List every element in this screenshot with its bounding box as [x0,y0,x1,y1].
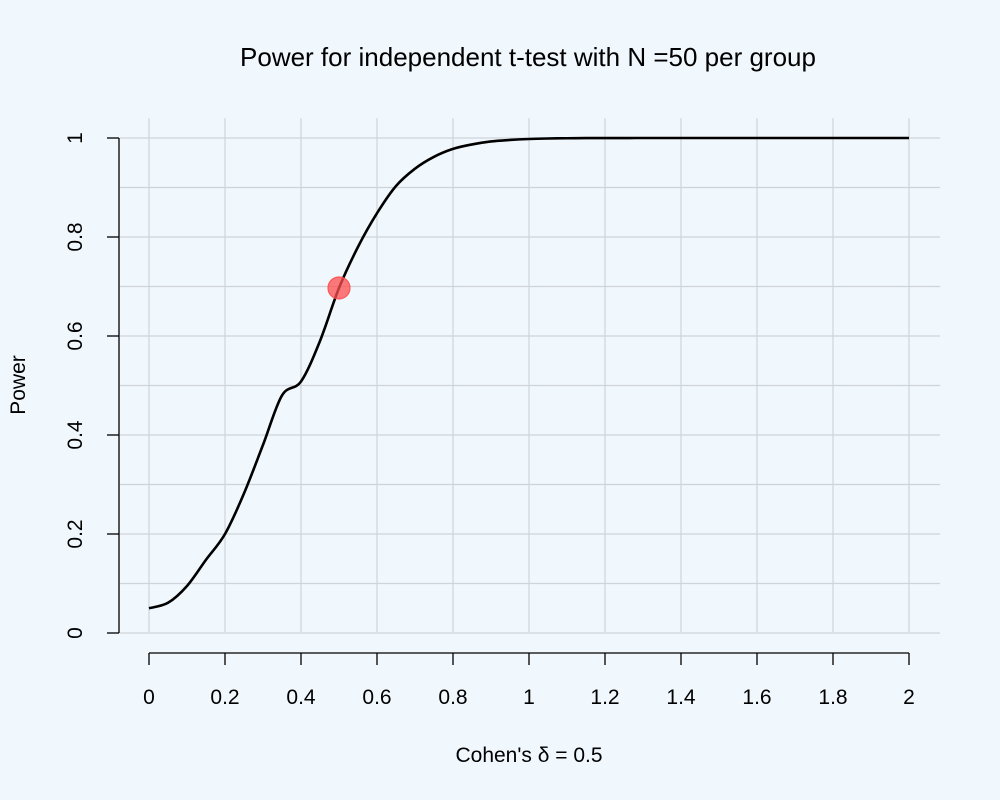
highlight-point [327,276,351,300]
x-tick-label-2: 0.4 [286,686,316,709]
y-tick-label-5: 1 [64,132,87,144]
y-tick-label-2: 0.4 [64,420,87,450]
chart-title: Power for independent t-test with N =50 … [240,42,816,72]
x-tick-label-8: 1.6 [742,686,771,709]
y-tick-label-1: 0.2 [64,519,87,548]
series [148,136,909,610]
y-tick-label-4: 0.8 [64,222,87,251]
x-tick-label-10: 2 [903,686,915,709]
x-tick-label-5: 1 [523,686,535,709]
y-axis-label: Power [7,355,30,415]
x-tick-label-1: 0.2 [210,686,239,709]
y-tick-label-3: 0.6 [64,321,87,350]
power-curve-line [148,136,909,610]
highlight-points [327,276,351,300]
y-tick-label-0: 0 [64,627,87,639]
x-tick-label-9: 1.8 [818,686,847,709]
x-tick-label-6: 1.2 [590,686,619,709]
ticks: 0 0.2 0.4 0.6 0.8 1 1.2 1.4 1.6 1.8 2 0 0.2 0.4 0.6 0.8… [64,132,915,709]
x-tick-label-7: 1.4 [666,686,696,709]
x-tick-label-4: 0.8 [438,686,467,709]
x-tick-label-3: 0.6 [362,686,391,709]
x-axis-label: Cohen's δ = 0.5 [455,744,602,767]
x-tick-label-0: 0 [143,686,155,709]
